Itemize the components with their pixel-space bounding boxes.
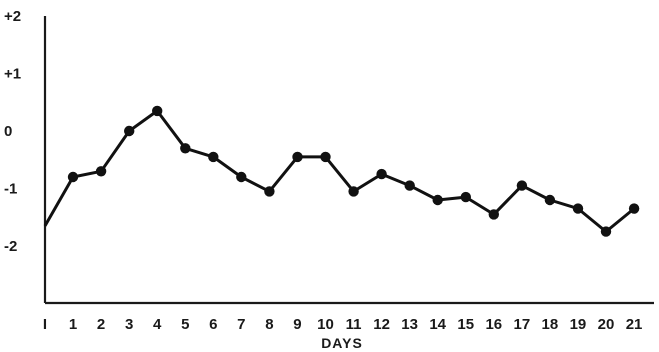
data-point bbox=[572, 203, 584, 214]
x-tick-label: 19 bbox=[570, 316, 587, 333]
data-point bbox=[208, 151, 219, 163]
x-tick-label: 3 bbox=[125, 316, 133, 333]
data-point bbox=[95, 166, 107, 177]
data-point bbox=[180, 143, 191, 154]
x-tick-label: 6 bbox=[209, 316, 217, 333]
data-point bbox=[124, 125, 135, 137]
data-point bbox=[236, 171, 247, 183]
y-tick-label: -2 bbox=[4, 238, 17, 255]
x-tick-label: 11 bbox=[346, 316, 362, 333]
data-point bbox=[152, 105, 163, 117]
y-tick-label: +1 bbox=[4, 66, 21, 83]
x-tick-label: 15 bbox=[457, 316, 474, 333]
x-tick-label: 21 bbox=[626, 316, 643, 333]
x-tick-label: 20 bbox=[598, 316, 615, 333]
x-axis-title: DAYS bbox=[321, 335, 363, 351]
data-point bbox=[320, 151, 331, 163]
data-point bbox=[376, 168, 387, 180]
data-point bbox=[628, 203, 640, 214]
data-point bbox=[404, 180, 415, 191]
data-point bbox=[488, 209, 499, 220]
data-point bbox=[67, 171, 79, 183]
x-tick-label: 12 bbox=[373, 316, 390, 333]
x-tick-label: I bbox=[43, 316, 47, 333]
x-tick-label: 1 bbox=[69, 316, 77, 333]
y-tick-label: 0 bbox=[4, 123, 12, 140]
data-point bbox=[264, 186, 275, 197]
x-tick-label: 8 bbox=[265, 316, 273, 333]
data-point bbox=[600, 226, 612, 237]
x-tick-label: 2 bbox=[97, 316, 105, 333]
y-tick-label: -1 bbox=[4, 181, 17, 198]
data-point bbox=[460, 191, 471, 203]
data-point bbox=[432, 194, 443, 206]
x-tick-label: 9 bbox=[293, 316, 301, 333]
data-point bbox=[544, 194, 556, 206]
data-points bbox=[67, 105, 640, 237]
data-point bbox=[516, 180, 528, 191]
x-tick-label: 18 bbox=[542, 316, 559, 333]
x-tick-label: 7 bbox=[237, 316, 245, 333]
y-tick-labels: +2 +1 0 -1 -2 bbox=[4, 8, 21, 255]
y-tick-label: +2 bbox=[4, 8, 21, 25]
series-line bbox=[43, 109, 636, 234]
x-tick-label: 16 bbox=[485, 316, 502, 333]
x-tick-label: 13 bbox=[401, 316, 418, 333]
x-tick-label: 14 bbox=[429, 316, 446, 333]
x-tick-label: 17 bbox=[514, 316, 531, 333]
data-point bbox=[348, 186, 359, 197]
x-tick-label: 4 bbox=[153, 316, 162, 333]
x-tick-label: 5 bbox=[181, 316, 189, 333]
x-tick-label: 10 bbox=[317, 316, 334, 333]
data-point bbox=[292, 151, 303, 163]
x-tick-labels: I 1 2 3 4 5 6 7 8 9 10 11 12 13 14 15 16 17 18 19 20 21 bbox=[43, 316, 642, 333]
